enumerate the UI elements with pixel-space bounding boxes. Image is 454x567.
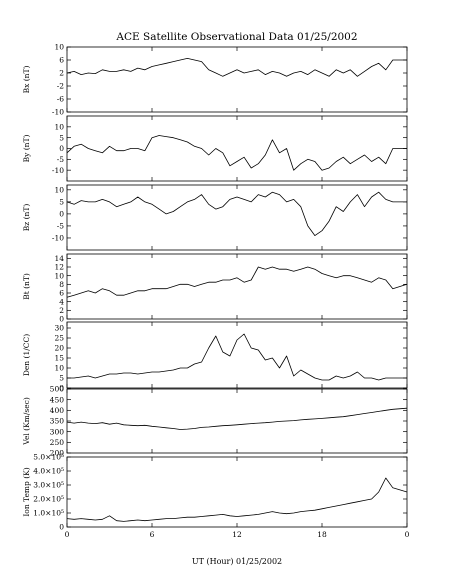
y-tick-label: 4 bbox=[59, 297, 64, 306]
y-tick-label: -10 bbox=[52, 108, 64, 117]
y-tick-label: 2 bbox=[59, 69, 64, 78]
y-tick-label: 4.0×10⁵ bbox=[33, 467, 64, 476]
x-tick-label: 0 bbox=[65, 530, 70, 539]
y-axis-label: Bz (nT) bbox=[22, 204, 31, 232]
y-tick-label: 5 bbox=[59, 197, 64, 206]
y-tick-label: 5 bbox=[59, 133, 64, 142]
y-tick-label: 2.0×10⁵ bbox=[33, 495, 64, 504]
y-tick-label: 10 bbox=[54, 122, 64, 131]
y-tick-label: -6 bbox=[57, 95, 65, 104]
y-tick-label: 5.0×10⁵ bbox=[33, 453, 64, 462]
y-axis-label: Bt (nT) bbox=[22, 273, 31, 300]
y-tick-label: 250 bbox=[50, 438, 65, 447]
series-line bbox=[66, 58, 407, 77]
y-tick-label: 2 bbox=[59, 306, 64, 315]
y-tick-label: 10 bbox=[54, 43, 64, 52]
y-tick-label: 8 bbox=[59, 280, 64, 289]
panel-bz: 10 5 0 -5 -10 Bz (nT) bbox=[22, 184, 408, 251]
series-line bbox=[66, 191, 407, 237]
panel-bx: 10 6 2 -2 -6 -10 Bx (nT) bbox=[22, 43, 408, 117]
y-tick-label: 15 bbox=[54, 354, 64, 363]
series-line bbox=[66, 266, 408, 298]
y-tick-label: -10 bbox=[52, 166, 64, 175]
y-tick-label: 1.0×10⁵ bbox=[33, 509, 64, 518]
y-tick-label: 25 bbox=[54, 334, 64, 343]
y-tick-label: 14 bbox=[54, 254, 64, 263]
y-tick-label: 20 bbox=[54, 344, 64, 353]
y-tick-label: 400 bbox=[50, 406, 65, 415]
y-tick-label: 10 bbox=[54, 364, 64, 373]
y-tick-label: 3.0×10⁵ bbox=[33, 481, 64, 490]
y-tick-label: 30 bbox=[54, 324, 64, 333]
y-tick-label: 10 bbox=[54, 271, 64, 280]
x-tick-label: 12 bbox=[232, 530, 242, 539]
y-tick-label: 5 bbox=[59, 374, 64, 383]
y-tick-label: 300 bbox=[50, 427, 65, 436]
y-tick-label: 0 bbox=[59, 315, 64, 324]
y-axis-label: Bx (nT) bbox=[22, 66, 31, 94]
chart-title: ACE Satellite Observational Data 01/25/2… bbox=[115, 31, 357, 43]
x-axis-label: UT (Hour) 01/25/2002 bbox=[192, 557, 282, 566]
x-tick-label: 0 bbox=[405, 530, 410, 539]
y-tick-label: 350 bbox=[50, 417, 65, 426]
series-line bbox=[66, 407, 408, 430]
y-tick-label: 0 bbox=[59, 523, 64, 532]
y-tick-label: -5 bbox=[57, 155, 65, 164]
y-axis-label: Den (1/CC) bbox=[22, 334, 31, 376]
series-line bbox=[66, 135, 407, 171]
y-tick-label: -5 bbox=[57, 222, 65, 231]
y-tick-label: 500 bbox=[50, 385, 65, 394]
panel-ion-temp: 5.0×10⁵ 4.0×10⁵ 3.0×10⁵ 2.0×10⁵ 1.0×10⁵ 0 Ion … bbox=[22, 453, 408, 532]
y-tick-label: 0 bbox=[59, 209, 64, 218]
series-line bbox=[67, 333, 407, 381]
y-tick-label: 0 bbox=[59, 144, 64, 153]
y-axis-label: Vel (Km/sec) bbox=[22, 397, 31, 446]
x-tick-label: 6 bbox=[150, 530, 155, 539]
panel-by: 10 5 0 -5 -10 By (nT) bbox=[22, 115, 408, 182]
y-tick-label: 12 bbox=[54, 263, 64, 272]
x-tick-label: 18 bbox=[317, 530, 327, 539]
series-line bbox=[66, 477, 408, 522]
y-tick-label: 0 bbox=[59, 384, 64, 393]
y-tick-label: -10 bbox=[52, 234, 64, 243]
y-tick-label: 200 bbox=[50, 449, 65, 458]
y-tick-label: 10 bbox=[54, 185, 64, 194]
y-tick-label: 6 bbox=[59, 56, 64, 65]
y-axis-label: By (nT) bbox=[22, 135, 31, 163]
y-tick-label: 6 bbox=[59, 289, 64, 298]
y-tick-label: -2 bbox=[57, 82, 65, 91]
y-axis-label: Ion Temp (K) bbox=[22, 467, 31, 516]
y-tick-label: 450 bbox=[50, 395, 65, 404]
